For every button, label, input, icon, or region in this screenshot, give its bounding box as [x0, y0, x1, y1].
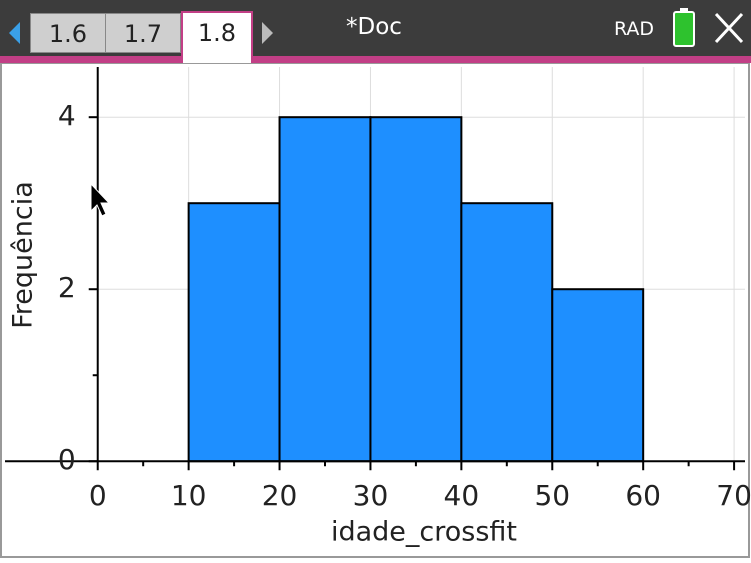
tab-underline: [0, 56, 751, 63]
x-tick-label: 50: [534, 479, 570, 512]
angle-mode: RAD: [614, 18, 655, 40]
battery-tip: [680, 8, 688, 12]
x-tick-label: 0: [89, 479, 107, 512]
y-axis-label: Frequência: [8, 181, 39, 329]
histogram-bar: [551, 288, 645, 463]
close-button[interactable]: [714, 12, 744, 44]
tab[interactable]: 1.7: [105, 13, 181, 53]
tab[interactable]: 1.6: [30, 13, 106, 53]
tab-right-arrow[interactable]: [262, 22, 273, 44]
chart: 0 10 20 30 40 50 60 70 0 2 4 idade_crossfit Frequênc…: [0, 63, 751, 558]
x-tick-label: 10: [171, 479, 207, 512]
battery: [673, 11, 695, 47]
doc-title: *Doc: [346, 14, 402, 40]
histogram-bar: [460, 202, 554, 463]
x-axis-label: idade_crossfit: [331, 517, 517, 548]
x-tick-label: 70: [716, 479, 751, 512]
x-tick-label: 60: [625, 479, 661, 512]
tab-active[interactable]: 1.8: [181, 11, 253, 63]
histogram-bar: [187, 202, 281, 463]
histogram-bar: [369, 116, 463, 463]
x-tick-label: 20: [262, 479, 298, 512]
y-tick-label: 4: [58, 99, 76, 132]
y-tick-label: 0: [58, 443, 76, 476]
top-icons: [9, 8, 744, 47]
histogram-bar: [278, 116, 372, 463]
x-tick-label: 40: [444, 479, 480, 512]
mouse-cursor: [90, 182, 111, 217]
x-tick-label: 30: [353, 479, 389, 512]
tab-left-arrow[interactable]: [9, 22, 20, 44]
y-tick-label: 2: [58, 271, 76, 304]
